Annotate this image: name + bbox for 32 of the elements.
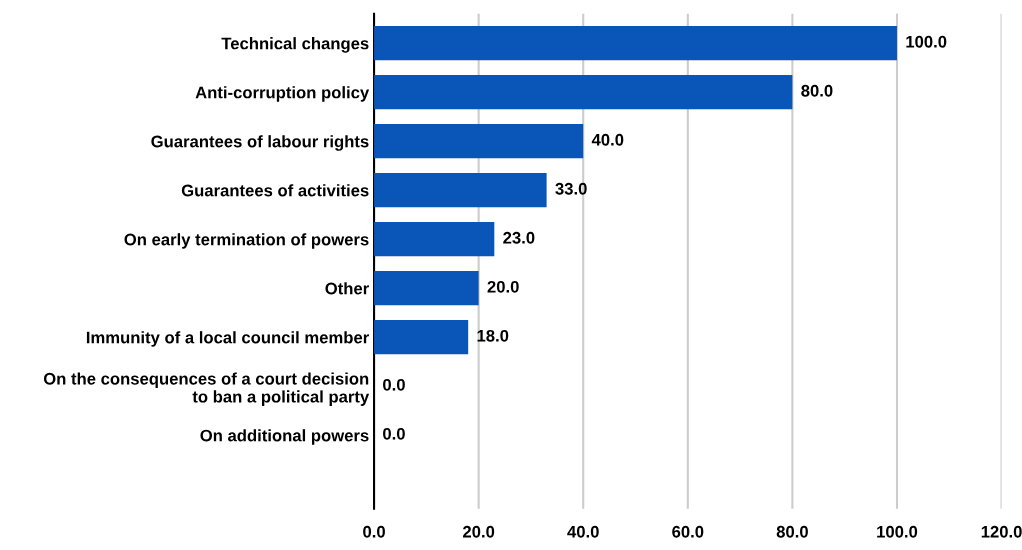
data-label: 40.0 <box>591 133 624 146</box>
y-tick-label: Immunity of a local council member <box>86 331 369 347</box>
bar <box>374 271 479 306</box>
y-tick-label: Anti-corruption policy <box>195 86 370 102</box>
x-tick-label: 120.0 <box>981 525 1022 538</box>
bar <box>374 320 469 355</box>
data-label: 0.0 <box>383 378 405 391</box>
data-label: 0.0 <box>383 427 405 440</box>
y-tick-label: Guarantees of labour rights <box>151 135 369 151</box>
y-tick-label: Technical changes <box>221 37 369 53</box>
bar <box>374 75 793 110</box>
x-tick-label: 60.0 <box>672 525 704 538</box>
data-label: 18.0 <box>477 329 509 342</box>
bar <box>374 26 897 61</box>
x-tick-label: 20.0 <box>463 525 495 538</box>
y-tick-label: Other <box>325 282 369 295</box>
bar <box>374 173 547 208</box>
data-label: 20.0 <box>487 280 519 293</box>
data-label: 33.0 <box>555 182 587 195</box>
data-label: 100.0 <box>906 35 947 48</box>
x-tick-label: 100.0 <box>877 525 918 538</box>
x-tick-label: 40.0 <box>567 525 599 538</box>
y-tick-label: On additional powers <box>200 429 369 445</box>
y-tick-label: On early termination of powers <box>124 233 369 249</box>
data-label: 80.0 <box>801 84 833 97</box>
y-tick-label: Guarantees of activities <box>181 184 369 197</box>
x-tick-label: 80.0 <box>776 525 808 538</box>
bar <box>374 124 584 159</box>
bar <box>374 222 495 257</box>
x-tick-label: 0.0 <box>363 525 385 538</box>
y-tick-label: On the consequences of a court decision to ban a political party <box>43 372 370 406</box>
data-label: 23.0 <box>503 231 535 244</box>
